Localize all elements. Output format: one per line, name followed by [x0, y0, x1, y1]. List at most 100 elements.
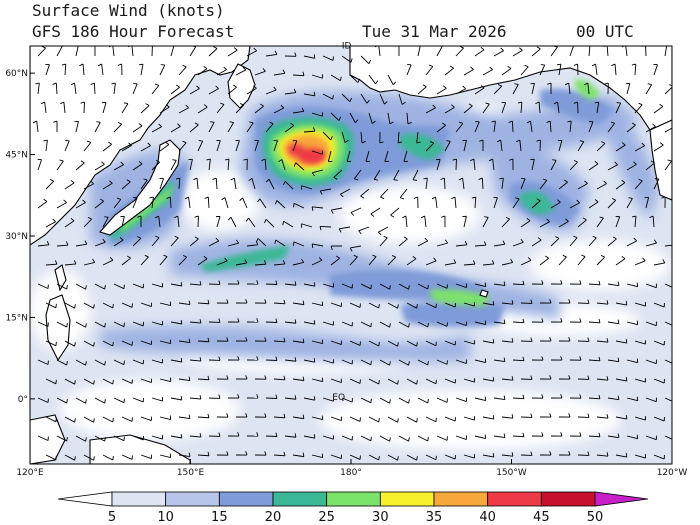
wind-barb	[653, 416, 665, 422]
wind-barb	[102, 454, 114, 461]
wind-barb	[330, 74, 342, 82]
wind-barb	[243, 158, 248, 171]
wind-barb	[303, 282, 316, 287]
wind-barb	[170, 159, 177, 171]
wind-barb	[193, 177, 199, 190]
wind-barb	[208, 356, 221, 361]
wind-barb	[284, 319, 297, 324]
wind-barb	[121, 179, 131, 190]
wind-band-45kt	[288, 144, 326, 164]
wind-barb	[170, 319, 183, 325]
wind-barb	[246, 318, 259, 323]
wind-barb	[132, 236, 142, 247]
wind-barb	[346, 150, 352, 163]
wind-barb	[577, 337, 590, 342]
wind-barb	[607, 319, 620, 325]
wind-barb	[37, 321, 49, 327]
wind-barb	[539, 178, 548, 190]
wind-barb	[235, 103, 245, 114]
wind-barb	[584, 82, 590, 95]
wind-barb	[292, 300, 305, 306]
wind-barb	[444, 416, 456, 422]
wind-barb	[64, 416, 76, 423]
wind-barb	[159, 377, 172, 383]
wind-barb	[626, 358, 639, 364]
wind-barb	[493, 281, 506, 286]
wind-barb	[74, 120, 79, 133]
wind-barb	[330, 112, 342, 121]
wind-barb	[80, 101, 85, 114]
wind-barb	[398, 283, 410, 290]
wind-barb	[512, 432, 525, 438]
wind-barb	[626, 197, 633, 209]
wind-barb	[455, 435, 467, 440]
wind-barb	[645, 359, 657, 365]
wind-barb	[32, 120, 39, 133]
wind-barb	[406, 454, 418, 461]
wind-barb	[455, 46, 464, 57]
wind-barb	[588, 280, 601, 286]
wind-barb	[463, 340, 475, 345]
wind-barb	[254, 451, 267, 456]
wind-barb	[412, 169, 419, 181]
wind-barb	[558, 413, 571, 418]
wind-barb	[436, 283, 448, 289]
wind-barb	[425, 302, 437, 309]
wind-speed-legend: 5 10 15 20 25 30 35 40 45 50	[57, 491, 649, 525]
wind-barb	[227, 318, 240, 323]
wind-barb	[501, 102, 507, 114]
wind-barb	[607, 121, 616, 133]
wind-barb	[227, 356, 240, 361]
wind-barb	[425, 340, 437, 347]
wind-barb	[645, 83, 653, 95]
wind-barb	[64, 140, 70, 152]
wind-barb	[379, 397, 391, 404]
wind-barb	[553, 101, 560, 114]
wind-barb	[588, 235, 597, 247]
wind-barb	[278, 159, 286, 171]
wind-barb	[577, 140, 585, 152]
wind-barb	[37, 241, 50, 247]
wind-barb	[311, 206, 324, 211]
legend-label: 30	[372, 510, 389, 525]
wind-barb	[263, 219, 275, 228]
wind-barb	[368, 340, 380, 347]
wind-barb	[512, 238, 524, 247]
wind-barb	[406, 255, 417, 266]
wind-barb	[455, 283, 467, 288]
wind-barb	[531, 394, 544, 399]
wind-barb	[83, 454, 95, 461]
wind-barb	[360, 55, 372, 64]
wind-barb	[493, 395, 506, 400]
wind-barb	[406, 112, 412, 125]
wind-barb	[132, 359, 144, 365]
wind-barb	[493, 357, 506, 362]
wind-barb	[379, 435, 391, 442]
wind-barb	[535, 101, 541, 114]
wind-barb	[208, 121, 215, 133]
wind-barb	[235, 140, 240, 152]
wind-barb	[368, 74, 379, 85]
wind-barb	[102, 141, 112, 152]
wind-barb	[56, 159, 64, 171]
wind-barb	[311, 453, 324, 459]
wind-barb	[208, 318, 221, 323]
wind-barb	[588, 121, 594, 133]
wind-barb	[645, 397, 657, 403]
wind-barb	[520, 257, 532, 266]
wind-barb	[170, 235, 179, 247]
wind-barb	[573, 101, 579, 114]
wind-barb	[491, 120, 496, 133]
wind-barb	[512, 197, 520, 209]
wind-barb	[151, 320, 164, 326]
wind-barb	[90, 82, 96, 95]
wind-barb	[379, 235, 388, 247]
wind-barb	[607, 236, 617, 247]
wind-barb	[265, 86, 277, 95]
wind-barb	[564, 82, 571, 95]
wind-barb	[520, 178, 526, 190]
wind-barb	[664, 283, 672, 288]
wind-barb	[83, 216, 92, 228]
wind-barb	[360, 131, 366, 144]
wind-barb	[159, 339, 172, 345]
